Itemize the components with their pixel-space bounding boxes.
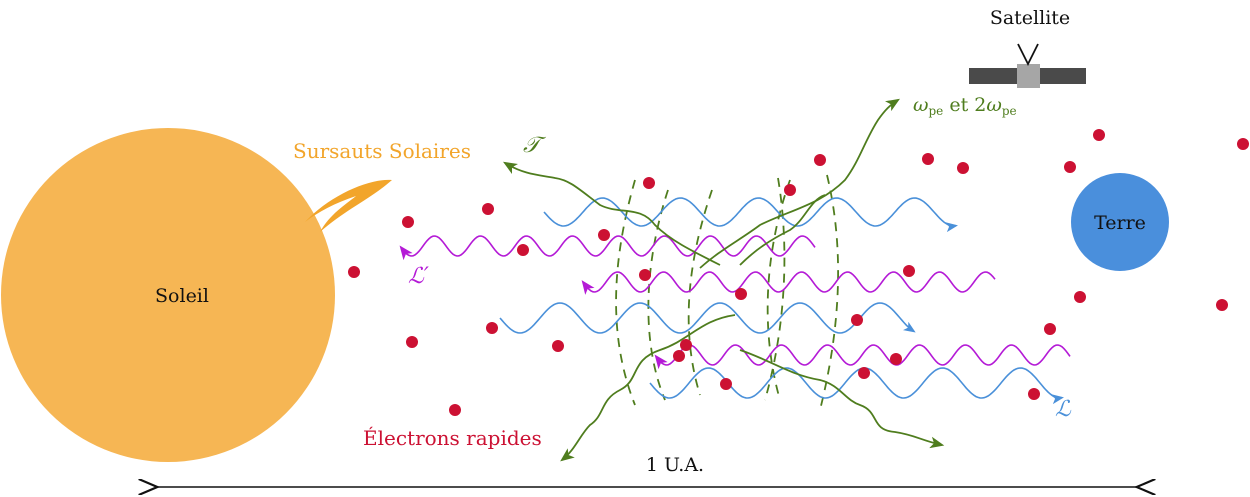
electron-dot: [406, 336, 418, 348]
electron-dot: [735, 288, 747, 300]
wave-T-group: [502, 98, 945, 462]
omega-sub: pe: [929, 104, 944, 118]
omega-symbol: ω: [913, 94, 929, 116]
solar-burst: [305, 179, 392, 232]
electron-dot: [482, 203, 494, 215]
electron-dot: [1074, 291, 1086, 303]
wave-T-path-2: [699, 98, 900, 269]
electron-dot: [1216, 299, 1228, 311]
wave-L-2: [499, 302, 916, 334]
electron-dot: [348, 266, 360, 278]
electron-dot: [1028, 388, 1040, 400]
wave-T-path-4: [739, 349, 945, 449]
wave-T-path-3: [560, 314, 736, 462]
electron-dot: [890, 353, 902, 365]
electron-dot: [720, 378, 732, 390]
omega-label: ωpe et 2ωpe: [913, 94, 1017, 118]
electron-dot: [1064, 161, 1076, 173]
distance-label: 1 U.A.: [646, 454, 704, 476]
electron-dot: [1044, 323, 1056, 335]
satellite-antenna: [1017, 43, 1039, 67]
earth: [1071, 173, 1169, 271]
electrons-label: Électrons rapides: [363, 426, 542, 450]
sun-label: Soleil: [155, 285, 209, 307]
wave-T-path-1: [502, 161, 721, 266]
wave-L-group: [499, 197, 1064, 405]
satellite-label: Satellite: [990, 7, 1070, 29]
electron-dot: [643, 177, 655, 189]
electron-dot: [1237, 138, 1249, 150]
electron-dot: [784, 184, 796, 196]
electron-dot: [858, 367, 870, 379]
wave-L-prime-group: [399, 235, 1071, 370]
sun: [1, 128, 335, 462]
wave-T-label: 𝒯: [523, 133, 547, 158]
omega-and: et 2: [943, 94, 986, 116]
electron-dot: [517, 244, 529, 256]
satellite-body: [1017, 64, 1040, 88]
satellite-panel-left: [969, 68, 1017, 84]
electron-dot: [851, 314, 863, 326]
electron-dot: [552, 340, 564, 352]
satellite: [969, 43, 1086, 88]
electron-dot: [673, 350, 685, 362]
omega2-sub: pe: [1002, 104, 1017, 118]
wave-L-label: ℒ: [1055, 397, 1072, 422]
wave-L-prime-1: [399, 235, 816, 261]
bursts-label: Sursauts Solaires: [293, 139, 471, 163]
electron-dot: [680, 339, 692, 351]
wave-T-path-5: [739, 194, 826, 266]
wave-L-prime-label: ℒ′: [408, 264, 429, 289]
satellite-panel-right: [1040, 68, 1086, 84]
dashed-field-lines: [615, 174, 839, 411]
earth-label: Terre: [1094, 212, 1146, 234]
wave-L-3: [649, 367, 1064, 405]
electron-dot: [486, 322, 498, 334]
electron-dot: [449, 404, 461, 416]
electron-dot: [903, 265, 915, 277]
electron-dot: [957, 162, 969, 174]
wave-L-prime-3: [654, 344, 1071, 370]
wave-L-prime-2: [581, 271, 996, 295]
electron-dot: [639, 269, 651, 281]
wave-L-1: [543, 197, 958, 233]
electrons-group: [348, 129, 1249, 416]
electron-dot: [402, 216, 414, 228]
electron-dot: [922, 153, 934, 165]
omega2-symbol: ω: [986, 94, 1002, 116]
electron-dot: [1093, 129, 1105, 141]
electron-dot: [814, 154, 826, 166]
electron-dot: [598, 229, 610, 241]
